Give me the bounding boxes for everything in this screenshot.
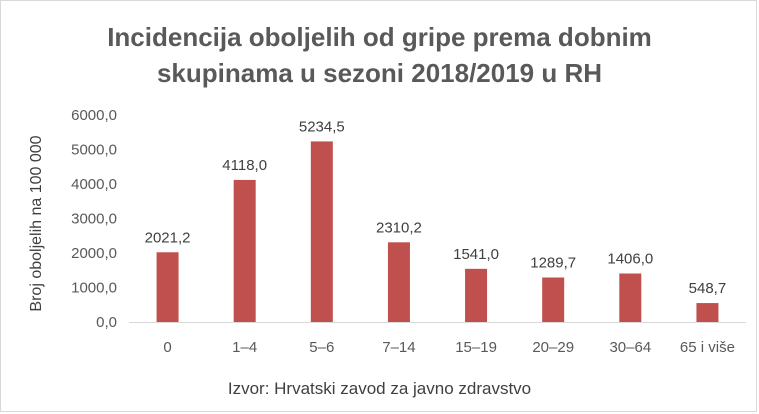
y-tick-label: 3000,0 [71,211,117,228]
x-tick-label: 5–6 [309,339,334,356]
bar [542,277,565,322]
x-tick-label: 0 [163,339,171,356]
chart-title-line-1: Incidencija oboljelih od gripe prema dob… [107,22,652,52]
bars [156,141,719,322]
x-tick-label: 30–64 [609,339,651,356]
data-label: 4118,0 [222,157,267,174]
source-note: Izvor: Hrvatski zavod za javno zdravstvo [227,379,532,398]
y-tick-label: 2000,0 [71,245,117,262]
bar [233,179,256,322]
y-tick-label: 6000,0 [71,107,117,124]
data-label: 2021,2 [145,229,191,246]
data-label: 5234,5 [299,118,345,135]
data-label: 1541,0 [453,246,499,263]
data-label: 1289,7 [530,255,576,272]
bar [387,242,410,322]
y-tick-label: 5000,0 [71,142,117,159]
y-tick-label: 4000,0 [71,176,117,193]
x-tick-label: 1–4 [232,339,257,356]
bar [465,268,488,322]
x-tick-label: 65 i više [680,339,735,356]
x-tick-label: 15–19 [455,339,497,356]
y-axis-title: Broj oboljelih na 100 000 [28,135,45,311]
bar [619,273,642,322]
data-label: 1406,0 [607,250,653,267]
data-label: 2310,2 [376,219,422,236]
x-axis-ticks: 0 1–4 5–6 7–14 15–19 20–29 30–64 65 i više [163,339,735,356]
x-tick-label: 20–29 [532,339,574,356]
data-label: 548,7 [689,280,727,297]
chart-title: Incidencija oboljelih od gripe prema dob… [1,19,758,91]
chart-title-line-2: skupinama u sezoni 2018/2019 u RH [156,58,603,88]
x-tick-label: 7–14 [382,339,415,356]
y-axis-ticks: 0,0 1000,0 2000,0 3000,0 4000,0 5000,0 6000,0 [71,107,117,331]
y-tick-label: 1000,0 [71,280,117,297]
data-labels: 2021,2 4118,0 5234,5 2310,2 1541,0 1289,7 1406… [145,118,727,297]
bar [696,303,719,322]
bar [310,141,333,322]
y-tick-label: 0,0 [96,314,117,331]
bar [156,252,179,322]
